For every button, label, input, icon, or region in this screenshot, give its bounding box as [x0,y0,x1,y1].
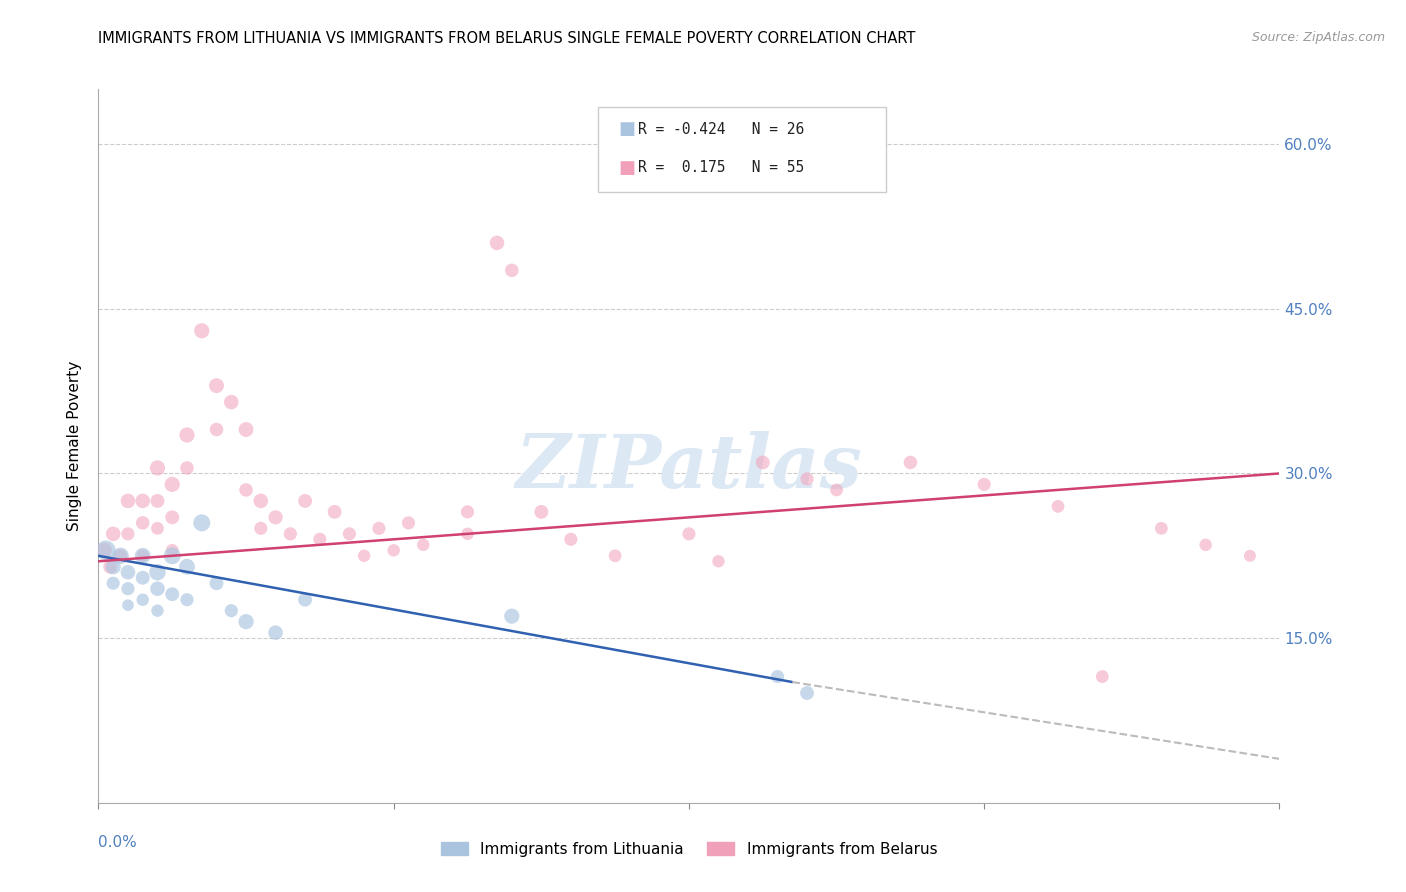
Point [1194,538,1216,552]
Point [93,543,115,558]
Point [456,505,478,519]
Text: R = -0.424   N = 26: R = -0.424 N = 26 [638,122,804,136]
Point [176,559,198,574]
Point [235,423,257,437]
Point [132,549,155,563]
Point [501,263,523,277]
Point [132,592,155,607]
Point [146,582,169,596]
Point [146,461,169,475]
Point [98,559,121,574]
Point [337,526,360,541]
Point [1091,669,1114,683]
Text: 0.0%: 0.0% [98,835,138,850]
Point [825,483,848,497]
Point [191,516,214,530]
Point [176,592,198,607]
Text: ZIPatlas: ZIPatlas [516,431,862,504]
Point [485,235,508,250]
Point [117,598,139,612]
Point [250,494,273,508]
Point [751,455,773,469]
Point [396,516,419,530]
Point [176,461,198,475]
Point [678,526,700,541]
Point [146,494,169,508]
Legend: Immigrants from Lithuania, Immigrants from Belarus: Immigrants from Lithuania, Immigrants fr… [434,836,943,863]
Point [117,526,139,541]
Point [132,549,155,563]
Point [235,615,257,629]
Point [294,494,316,508]
Point [1239,549,1261,563]
Point [191,324,214,338]
Point [250,521,273,535]
Point [205,576,228,591]
Text: ■: ■ [619,159,636,177]
Point [146,521,169,535]
Point [382,543,405,558]
Point [132,571,155,585]
Point [323,505,346,519]
Point [353,549,375,563]
Point [264,510,287,524]
Point [308,533,332,547]
Point [117,566,139,580]
Point [162,477,183,491]
Point [412,538,434,552]
Point [176,428,198,442]
Point [103,526,125,541]
Point [367,521,389,535]
Text: R =  0.175   N = 55: R = 0.175 N = 55 [638,161,804,175]
Point [605,549,627,563]
Point [501,609,523,624]
Point [132,516,155,530]
Point [205,378,228,392]
Point [162,587,183,601]
Point [235,483,257,497]
Point [278,526,302,541]
Point [162,549,183,563]
Point [1150,521,1173,535]
Point [110,549,132,563]
Point [796,686,818,700]
Point [900,455,922,469]
Point [103,576,125,591]
Point [973,477,995,491]
Point [146,604,169,618]
Text: ■: ■ [619,120,636,138]
Point [146,566,169,580]
Text: Source: ZipAtlas.com: Source: ZipAtlas.com [1251,31,1385,45]
Point [530,505,553,519]
Point [103,559,125,574]
Point [219,604,242,618]
Point [294,592,316,607]
Point [219,395,242,409]
Point [132,494,155,508]
Point [162,543,183,558]
Point [1046,500,1069,514]
Point [707,554,730,568]
Point [456,526,478,541]
Point [560,533,582,547]
Text: IMMIGRANTS FROM LITHUANIA VS IMMIGRANTS FROM BELARUS SINGLE FEMALE POVERTY CORRE: IMMIGRANTS FROM LITHUANIA VS IMMIGRANTS … [98,31,915,46]
Point [264,625,287,640]
Y-axis label: Single Female Poverty: Single Female Poverty [67,361,83,531]
Point [162,510,183,524]
Point [117,582,139,596]
Point [796,472,818,486]
Point [766,669,789,683]
Point [205,423,228,437]
Point [94,543,117,558]
Point [110,549,132,563]
Point [117,494,139,508]
